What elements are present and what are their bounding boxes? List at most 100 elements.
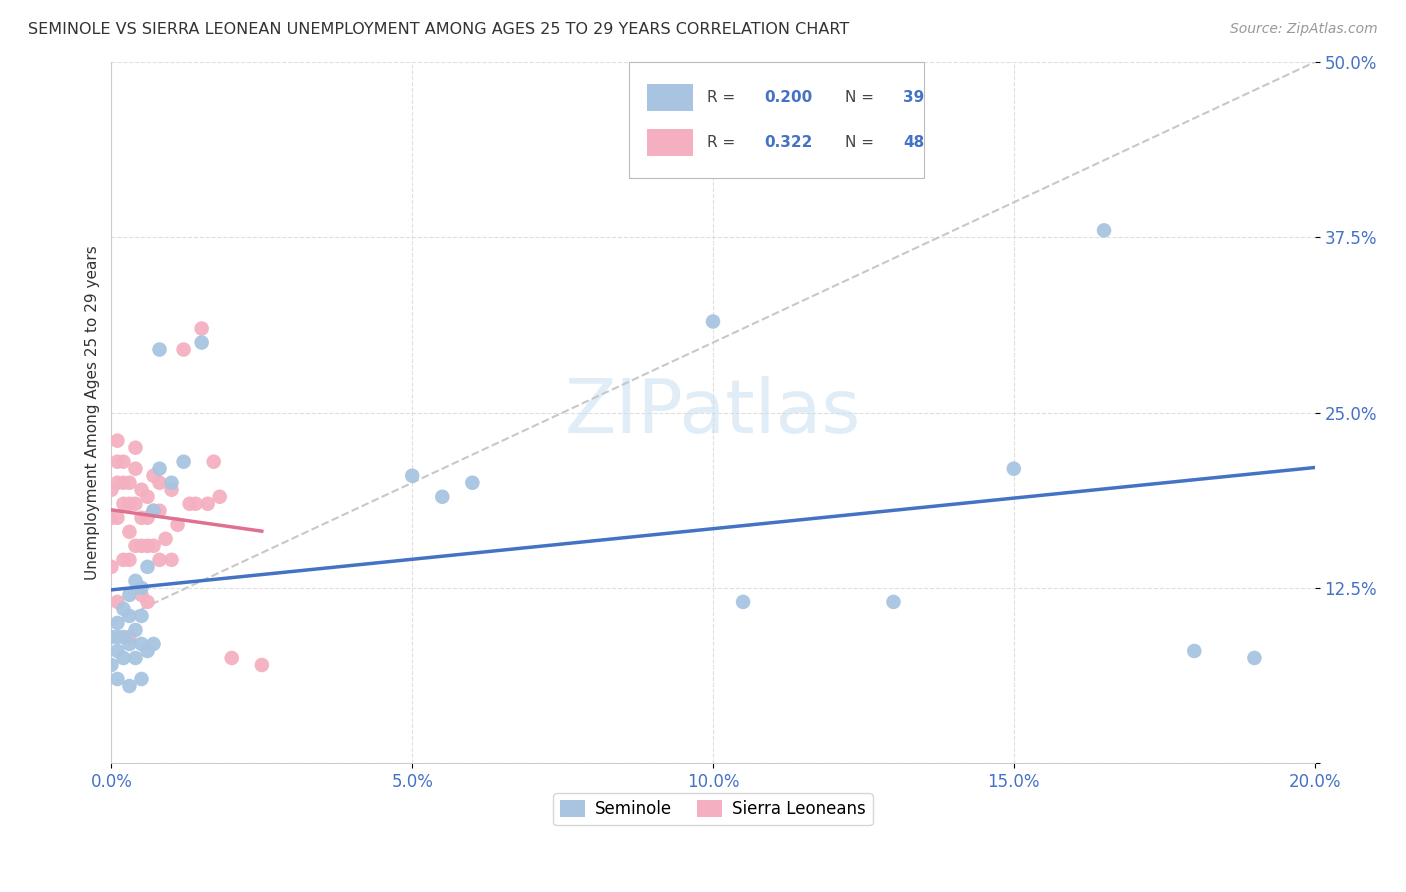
Text: R =: R = bbox=[707, 136, 740, 150]
Point bbox=[131, 581, 153, 595]
Point bbox=[118, 679, 141, 693]
Point bbox=[124, 574, 146, 588]
Point bbox=[702, 314, 724, 328]
Point bbox=[1002, 461, 1025, 475]
Legend: Seminole, Sierra Leoneans: Seminole, Sierra Leoneans bbox=[554, 793, 873, 825]
Point bbox=[148, 343, 170, 357]
Point bbox=[112, 475, 135, 490]
Point bbox=[131, 608, 153, 623]
Point bbox=[148, 504, 170, 518]
Text: ZIPatlas: ZIPatlas bbox=[565, 376, 862, 450]
Point bbox=[882, 595, 904, 609]
Point bbox=[100, 630, 122, 644]
Point bbox=[173, 343, 195, 357]
Point bbox=[136, 539, 159, 553]
Point bbox=[136, 510, 159, 524]
Point bbox=[131, 672, 153, 686]
Point bbox=[142, 637, 165, 651]
Point bbox=[118, 630, 141, 644]
Point bbox=[160, 483, 183, 497]
Point bbox=[118, 524, 141, 539]
Point bbox=[118, 497, 141, 511]
Point bbox=[190, 335, 212, 350]
Point bbox=[160, 475, 183, 490]
Point bbox=[197, 497, 219, 511]
Point bbox=[250, 658, 273, 673]
Point bbox=[112, 455, 135, 469]
Text: 39: 39 bbox=[903, 90, 924, 104]
Text: Source: ZipAtlas.com: Source: ZipAtlas.com bbox=[1230, 22, 1378, 37]
Point bbox=[136, 644, 159, 658]
Point bbox=[142, 468, 165, 483]
Text: 48: 48 bbox=[903, 136, 924, 150]
Point bbox=[107, 672, 129, 686]
Point bbox=[173, 455, 195, 469]
Point bbox=[107, 644, 129, 658]
Point bbox=[148, 461, 170, 475]
Text: 0.200: 0.200 bbox=[765, 90, 813, 104]
Point bbox=[100, 658, 122, 673]
Point bbox=[1243, 651, 1265, 665]
Point bbox=[118, 608, 141, 623]
Point bbox=[155, 532, 177, 546]
Point bbox=[112, 651, 135, 665]
Point bbox=[136, 559, 159, 574]
Point bbox=[124, 623, 146, 637]
Point bbox=[131, 483, 153, 497]
Text: 0.322: 0.322 bbox=[765, 136, 813, 150]
Point bbox=[112, 553, 135, 567]
Point bbox=[131, 588, 153, 602]
Point bbox=[208, 490, 231, 504]
Point bbox=[100, 510, 122, 524]
Point bbox=[131, 637, 153, 651]
Point bbox=[401, 468, 423, 483]
Point bbox=[131, 539, 153, 553]
Point bbox=[100, 559, 122, 574]
Point bbox=[107, 510, 129, 524]
Point bbox=[107, 595, 129, 609]
Point bbox=[112, 497, 135, 511]
Point bbox=[107, 475, 129, 490]
Point bbox=[107, 615, 129, 630]
Point bbox=[432, 490, 454, 504]
Point bbox=[118, 475, 141, 490]
Point bbox=[733, 595, 755, 609]
Point bbox=[100, 483, 122, 497]
Text: N =: N = bbox=[845, 136, 879, 150]
Point bbox=[107, 434, 129, 448]
Text: R =: R = bbox=[707, 90, 740, 104]
Point bbox=[124, 461, 146, 475]
Point bbox=[142, 504, 165, 518]
Point bbox=[107, 630, 129, 644]
FancyBboxPatch shape bbox=[628, 62, 924, 178]
Point bbox=[107, 455, 129, 469]
Point bbox=[136, 490, 159, 504]
Point bbox=[221, 651, 243, 665]
Point bbox=[124, 651, 146, 665]
Point bbox=[124, 539, 146, 553]
Point bbox=[190, 321, 212, 335]
Point bbox=[148, 475, 170, 490]
Point bbox=[124, 497, 146, 511]
Point bbox=[202, 455, 225, 469]
Point bbox=[166, 517, 188, 532]
Text: SEMINOLE VS SIERRA LEONEAN UNEMPLOYMENT AMONG AGES 25 TO 29 YEARS CORRELATION CH: SEMINOLE VS SIERRA LEONEAN UNEMPLOYMENT … bbox=[28, 22, 849, 37]
Point bbox=[131, 510, 153, 524]
Point bbox=[112, 602, 135, 616]
Point bbox=[118, 637, 141, 651]
FancyBboxPatch shape bbox=[647, 129, 693, 156]
Point bbox=[112, 630, 135, 644]
Point bbox=[184, 497, 207, 511]
Y-axis label: Unemployment Among Ages 25 to 29 years: Unemployment Among Ages 25 to 29 years bbox=[86, 245, 100, 580]
Point bbox=[142, 504, 165, 518]
Point bbox=[160, 553, 183, 567]
FancyBboxPatch shape bbox=[647, 84, 693, 111]
Point bbox=[118, 588, 141, 602]
Point bbox=[148, 553, 170, 567]
Point bbox=[1182, 644, 1205, 658]
Point bbox=[118, 553, 141, 567]
Point bbox=[136, 595, 159, 609]
Point bbox=[461, 475, 484, 490]
Point bbox=[124, 441, 146, 455]
Text: N =: N = bbox=[845, 90, 879, 104]
